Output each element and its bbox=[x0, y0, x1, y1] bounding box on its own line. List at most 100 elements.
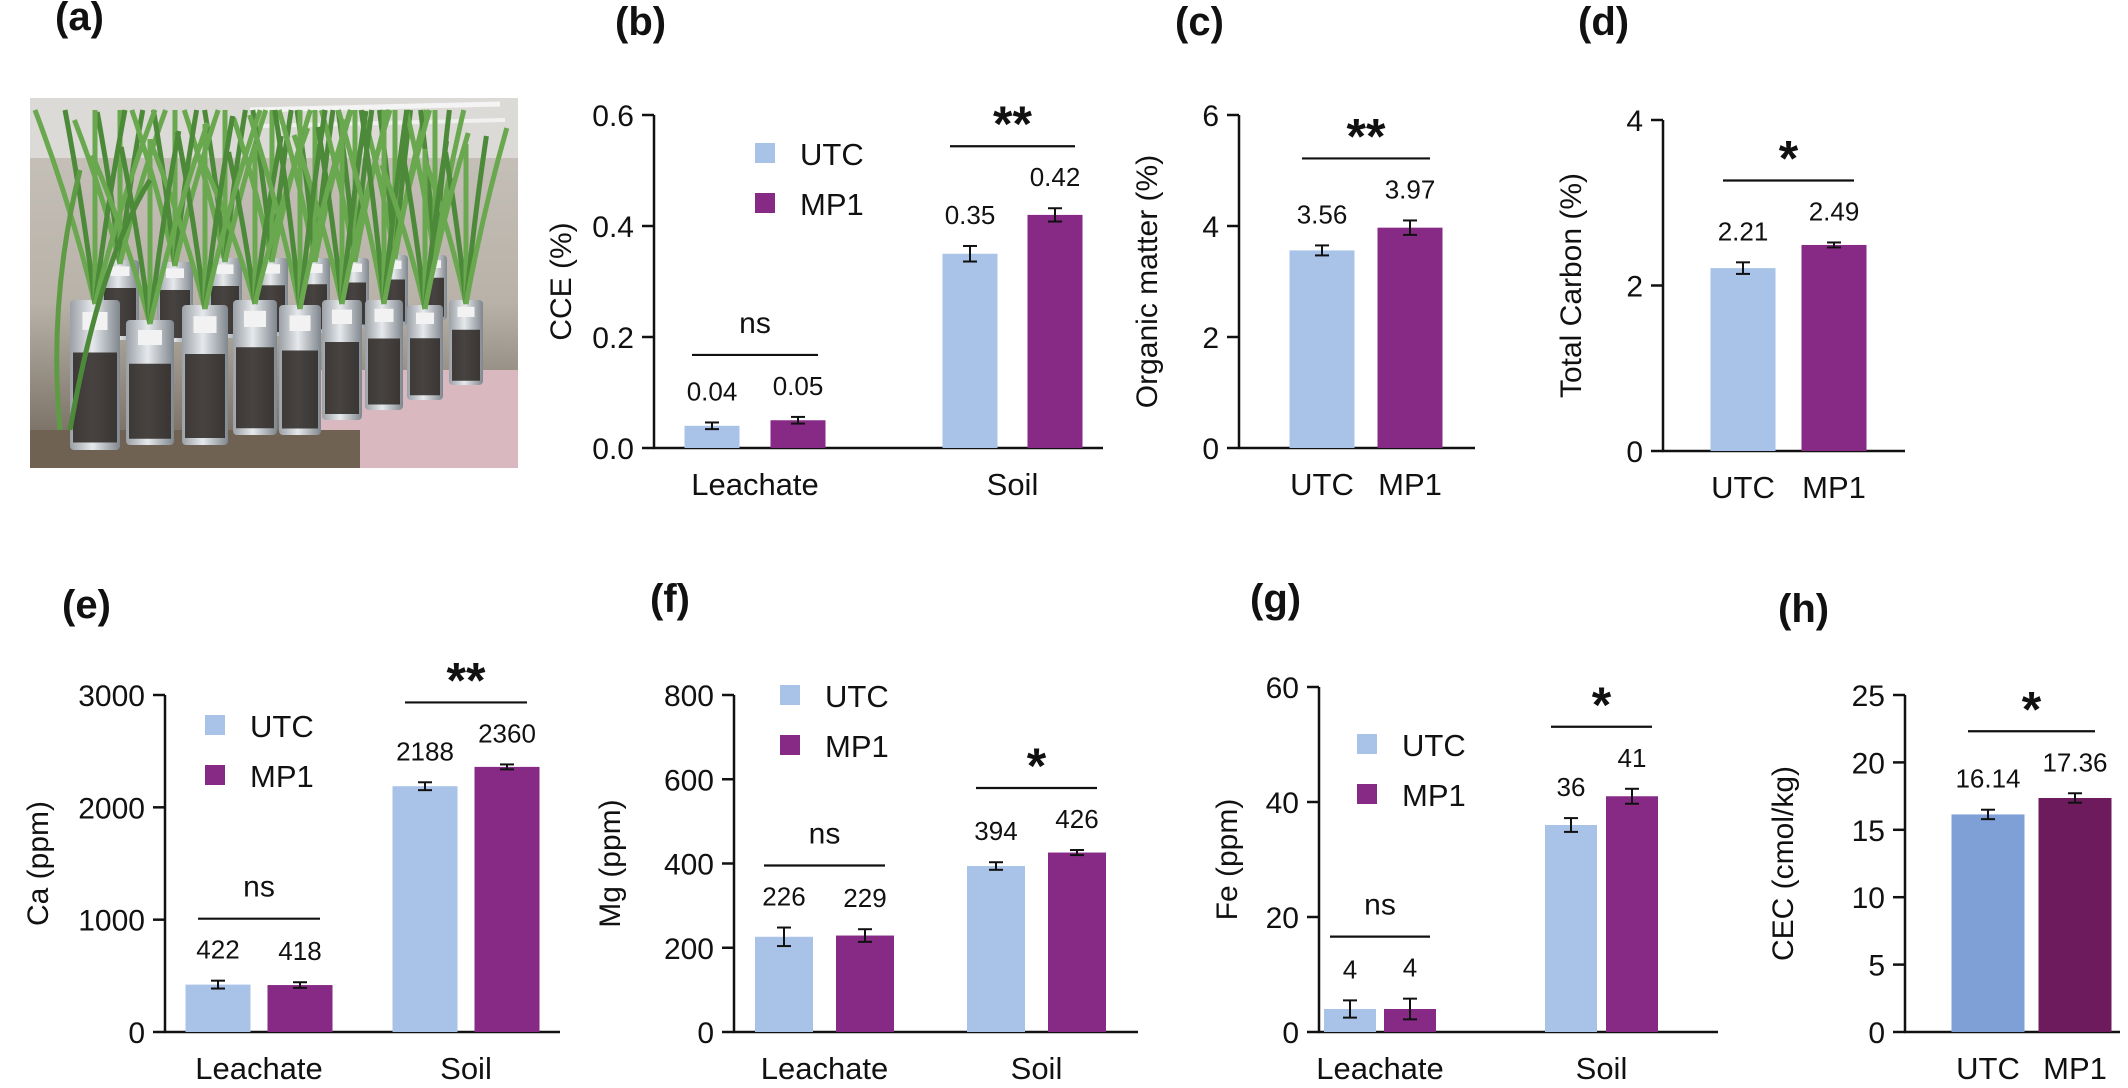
photo-tube bbox=[147, 109, 263, 445]
significance-label: ** bbox=[993, 96, 1032, 152]
y-tick-label: 6 bbox=[1202, 100, 1219, 133]
photo-of-plants-in-cylinders-icon bbox=[30, 98, 518, 468]
y-tick-label: 4 bbox=[1202, 211, 1219, 244]
y-tick-label: 0 bbox=[1202, 433, 1219, 466]
photo-tube bbox=[422, 127, 510, 385]
panel-label-c: (c) bbox=[1175, 0, 1224, 44]
bar-utc-leachate bbox=[185, 984, 251, 1032]
panel-label-b: (b) bbox=[615, 0, 666, 44]
bar-utc-leachate bbox=[755, 936, 813, 1032]
significance-label: ns bbox=[243, 871, 275, 904]
value-label: 0.05 bbox=[773, 371, 824, 401]
chart-g: 0 20 40 60 Fe (ppm) 4 4 Leachate 36 41 Soil ns * UTC M… bbox=[1211, 672, 1718, 1086]
legend-label-utc: UTC bbox=[825, 679, 889, 714]
y-tick-label: 25 bbox=[1852, 680, 1885, 713]
y-tick-label: 0 bbox=[697, 1017, 714, 1050]
y-tick-label: 20 bbox=[1266, 902, 1299, 935]
y-tick-label: 0.6 bbox=[592, 100, 634, 133]
legend-swatch-utc bbox=[780, 685, 800, 705]
bar-mp1-leachate bbox=[1384, 1009, 1436, 1032]
chart-e: 0 1000 2000 3000 Ca (ppm) 422 418 Leachate 2188 2… bbox=[22, 652, 560, 1086]
value-label: 3.97 bbox=[1385, 174, 1436, 204]
bar-utc bbox=[1951, 814, 2025, 1032]
value-label: 394 bbox=[974, 816, 1017, 846]
y-tick-label: 0 bbox=[128, 1017, 145, 1050]
significance-label: * bbox=[1592, 677, 1612, 733]
bar-utc-soil bbox=[967, 866, 1025, 1032]
panel-label-h: (h) bbox=[1778, 587, 1829, 631]
value-label: 36 bbox=[1557, 772, 1586, 802]
category-label: Soil bbox=[1011, 1051, 1063, 1086]
significance-label: ns bbox=[1364, 889, 1396, 922]
chart-d: 0 2 4 Total Carbon (%) 2.21 UTC 2.49 MP1 * bbox=[1555, 105, 1905, 505]
category-label: MP1 bbox=[2043, 1051, 2107, 1086]
chart-h: 0 5 10 15 20 25 CEC (cmol/kg) 16.14 UTC 17.36 MP1 * bbox=[1767, 680, 2120, 1086]
panel-label-a: (a) bbox=[55, 0, 104, 39]
legend-label-mp1: MP1 bbox=[800, 187, 864, 222]
bar-mp1-leachate bbox=[770, 420, 826, 448]
y-tick-label: 15 bbox=[1852, 815, 1885, 848]
chart-b: 0.0 0.2 0.4 0.6 CCE (%) 0.04 0.05 Leachate 0.35 0… bbox=[545, 96, 1103, 502]
y-tick-label: 1000 bbox=[78, 905, 145, 938]
y-tick-label: 2000 bbox=[78, 792, 145, 825]
value-label: 2.49 bbox=[1809, 196, 1860, 226]
category-label: Leachate bbox=[691, 467, 819, 502]
y-tick-label: 40 bbox=[1266, 787, 1299, 820]
bar-utc-soil bbox=[1545, 825, 1597, 1032]
bar-mp1-soil bbox=[1027, 214, 1083, 448]
y-tick-label: 600 bbox=[664, 764, 714, 797]
y-axis-label: CEC (cmol/kg) bbox=[1767, 766, 1800, 961]
bar-mp1-leachate bbox=[267, 985, 333, 1032]
bar-mp1-soil bbox=[1048, 852, 1106, 1032]
significance-label: ns bbox=[739, 307, 771, 340]
bar-utc-soil bbox=[942, 253, 998, 448]
y-tick-label: 0 bbox=[1626, 436, 1643, 469]
category-label: UTC bbox=[1956, 1051, 2020, 1086]
bar-mp1-leachate bbox=[836, 935, 894, 1032]
category-label: Soil bbox=[1576, 1051, 1628, 1086]
y-tick-label: 0 bbox=[1282, 1017, 1299, 1050]
category-label: Soil bbox=[440, 1051, 492, 1086]
y-tick-label: 3000 bbox=[78, 680, 145, 713]
value-label: 17.36 bbox=[2042, 747, 2107, 777]
category-label: Leachate bbox=[761, 1051, 889, 1086]
bar-mp1 bbox=[1801, 244, 1867, 451]
legend-swatch-utc bbox=[1357, 734, 1377, 754]
category-label: UTC bbox=[1290, 467, 1354, 502]
category-label: Leachate bbox=[195, 1051, 323, 1086]
y-tick-label: 400 bbox=[664, 849, 714, 882]
bar-utc-soil bbox=[392, 786, 458, 1032]
value-label: 2.21 bbox=[1718, 216, 1769, 246]
y-tick-label: 4 bbox=[1626, 105, 1643, 138]
y-axis-label: Total Carbon (%) bbox=[1555, 173, 1588, 398]
value-label: 229 bbox=[843, 883, 886, 913]
y-axis-label: Ca (ppm) bbox=[22, 801, 55, 926]
y-axis-label: Mg (ppm) bbox=[594, 799, 627, 927]
value-label: 2188 bbox=[396, 736, 454, 766]
y-tick-label: 2 bbox=[1626, 271, 1643, 304]
legend-label-utc: UTC bbox=[800, 137, 864, 172]
value-label: 4 bbox=[1403, 953, 1417, 983]
y-axis-label: Organic matter (%) bbox=[1131, 155, 1164, 408]
bar-mp1-soil bbox=[474, 766, 540, 1032]
value-label: 41 bbox=[1618, 743, 1647, 773]
legend-swatch-utc bbox=[205, 715, 225, 735]
panel-label-d: (d) bbox=[1578, 0, 1629, 44]
y-tick-label: 60 bbox=[1266, 672, 1299, 705]
legend-label-mp1: MP1 bbox=[825, 729, 889, 764]
significance-label: * bbox=[1027, 738, 1047, 794]
legend-label-mp1: MP1 bbox=[250, 759, 314, 794]
photo-tube bbox=[90, 122, 210, 445]
value-label: 226 bbox=[762, 882, 805, 912]
value-label: 422 bbox=[196, 935, 239, 965]
y-tick-label: 0 bbox=[1868, 1017, 1885, 1050]
y-tick-label: 0.2 bbox=[592, 322, 634, 355]
bar-mp1-soil bbox=[1606, 796, 1658, 1032]
value-label: 2360 bbox=[478, 718, 536, 748]
category-label: Soil bbox=[987, 467, 1039, 502]
y-tick-label: 0.0 bbox=[592, 433, 634, 466]
y-axis-label: Fe (ppm) bbox=[1211, 799, 1244, 921]
value-label: 426 bbox=[1055, 804, 1098, 834]
photo-tube bbox=[247, 109, 353, 435]
